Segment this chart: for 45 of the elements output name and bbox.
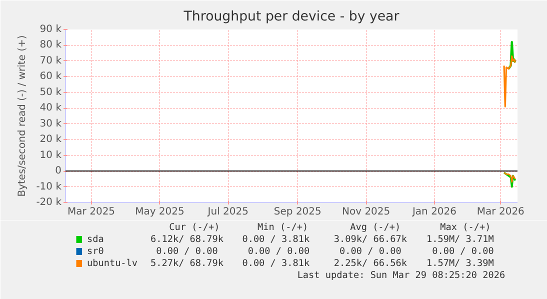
line-series (503, 172, 516, 183)
x-tick-label: Mar 2026 (476, 206, 524, 218)
y-tick-label: 80 k (40, 40, 62, 51)
y-tick-label: 70 k (40, 55, 62, 66)
y-tick-label: 0 (55, 166, 62, 177)
x-tick-label: Jul 2025 (206, 206, 248, 218)
text: Cur (-/+) (169, 222, 220, 233)
x-tick-label: Jan 2026 (411, 206, 457, 218)
y-tick-label: 60 k (40, 71, 62, 82)
legend-label: sda (86, 234, 104, 245)
text: 1.57M/ 3.39M (426, 258, 494, 269)
text: 0.00 / 3.81k (242, 234, 310, 245)
text: Max (-/+) (440, 222, 491, 233)
y-tick-label: -20 k (36, 197, 62, 208)
line-series (503, 172, 516, 188)
text: 1.59M/ 3.71M (426, 234, 494, 245)
line-series (507, 40, 516, 70)
text: 0.00 / 0.00 (340, 246, 402, 257)
y-tick-label: 40 k (40, 102, 62, 114)
y-tick-label: 90 k (40, 24, 62, 35)
text: Avg (-/+) (350, 222, 401, 233)
x-tick-label: Sep 2025 (274, 206, 322, 218)
text: 3.09k/ 66.67k (334, 234, 408, 245)
y-tick-label: -10 k (36, 181, 62, 192)
x-tick-label: Nov 2025 (342, 206, 390, 218)
legend-label: sr0 (86, 246, 104, 257)
y-tick-label: 20 k (40, 134, 62, 146)
line-series (503, 55, 516, 108)
text: 0.00 / 0.00 (248, 246, 310, 257)
y-tick-label: 10 k (40, 150, 62, 161)
text: Last update: Sun Mar 29 08:25:20 2026 (297, 270, 506, 281)
text: 0.00 / 3.81k (242, 258, 310, 269)
text: 0.00 / 0.00 (432, 246, 494, 257)
x-tick-label: Mar 2025 (68, 206, 116, 218)
y-tick-label: 30 k (40, 118, 62, 130)
legend-label: ubuntu-lv (86, 258, 138, 269)
x-tick-label: May 2025 (135, 206, 184, 218)
text: 2.25k/ 66.56k (334, 258, 408, 269)
text: 5.27k/ 68.79k (150, 258, 224, 269)
chart-title: Throughput per device - by year (182, 10, 400, 24)
text: 0.00 / 0.00 (156, 246, 218, 257)
y-tick-label: 50 k (40, 86, 62, 98)
y-axis-title: Bytes/second read (-) / write (+) (17, 35, 28, 197)
text: 6.12k/ 68.79k (150, 234, 224, 245)
text: Min (-/+) (258, 222, 308, 233)
